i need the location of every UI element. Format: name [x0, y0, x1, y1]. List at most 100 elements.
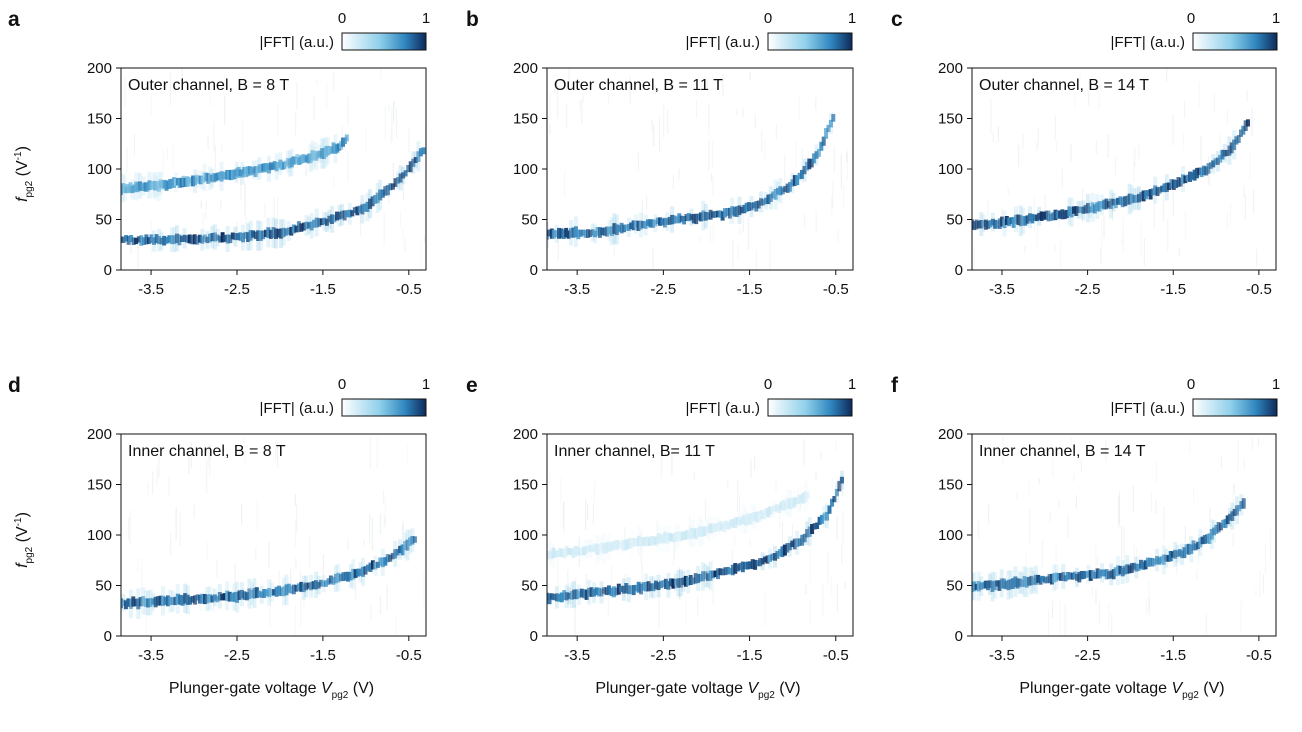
- noise-streak: [1081, 188, 1084, 223]
- noise-streak: [402, 229, 404, 246]
- ridge-cell: [1058, 210, 1063, 219]
- noise-streak: [1096, 557, 1099, 566]
- ridge-cell: [1150, 188, 1155, 196]
- ridge-cell: [628, 538, 633, 549]
- ridge-cell: [1221, 519, 1226, 528]
- ridge-cell: [795, 538, 800, 547]
- noise-streak: [170, 533, 172, 555]
- ridge-cell: [604, 542, 609, 554]
- ridge-cell: [1153, 185, 1158, 195]
- ridge-halo: [416, 141, 421, 172]
- x-axis-main: Plunger-gate voltage: [169, 680, 321, 697]
- noise-streak: [840, 154, 842, 189]
- ridge-cell: [416, 151, 421, 162]
- x-axis-unit: (V): [348, 680, 374, 697]
- noise-streak: [1112, 198, 1114, 221]
- ridge-halo: [321, 575, 326, 593]
- ridge-halo: [609, 217, 614, 245]
- ridge-cell: [282, 586, 286, 597]
- ridge-halo: [174, 225, 179, 252]
- ridge-cell: [587, 587, 592, 597]
- ridge-cell: [703, 211, 708, 221]
- noise-streak: [706, 77, 708, 90]
- x-tick-label: -2.5: [1075, 647, 1101, 664]
- ridge-cell: [981, 220, 986, 227]
- ridge-halo: [630, 529, 635, 556]
- ridge-cell: [972, 221, 977, 231]
- ridge-cell: [185, 235, 190, 243]
- ridge-cell: [1000, 216, 1005, 227]
- ridge: [972, 494, 1246, 602]
- ridge-halo: [259, 585, 264, 604]
- ridge-halo: [1134, 556, 1139, 579]
- noise-streak: [221, 143, 223, 153]
- noise-streak: [1148, 580, 1150, 616]
- noise-streak: [654, 84, 657, 95]
- ridge-halo: [750, 504, 755, 530]
- ridge-cell: [800, 169, 804, 179]
- ridge-cell: [1222, 149, 1227, 157]
- noise-streak: [1121, 525, 1123, 561]
- ridge-cell: [1234, 505, 1239, 516]
- ridge-halo: [1111, 192, 1116, 212]
- ridge-halo: [241, 224, 245, 251]
- ridge-cell: [626, 539, 630, 550]
- noise-streak: [206, 460, 208, 494]
- colorbar-max-label: 1: [848, 376, 856, 393]
- ridge-cell: [291, 584, 296, 595]
- ridge-cell: [1125, 564, 1130, 574]
- ridge-cell: [733, 517, 738, 529]
- ridge-halo: [266, 217, 271, 248]
- ridge-cell: [728, 568, 733, 575]
- ridge-cell: [1022, 576, 1027, 587]
- ridge-cell: [1040, 575, 1045, 582]
- ridge-cell: [1006, 579, 1011, 591]
- ridge-cell: [667, 216, 672, 225]
- noise-streak: [1184, 101, 1186, 119]
- noise-streak: [549, 472, 551, 484]
- ridge-cell: [585, 229, 590, 238]
- ridge-cell: [1116, 197, 1121, 205]
- ridge-halo: [207, 586, 212, 611]
- ridge-cell: [281, 227, 286, 238]
- noise-streak: [1051, 600, 1054, 619]
- ridge-halo: [151, 592, 156, 611]
- ridge-cell: [655, 217, 660, 225]
- colorbar-gradient: [767, 398, 853, 417]
- ridge-cell: [616, 583, 621, 595]
- panel-letter: f: [891, 374, 899, 397]
- noise-streak: [742, 210, 744, 233]
- ridge-cell: [772, 505, 777, 512]
- colorbar: |FFT| (a.u.)0 1: [686, 10, 857, 51]
- noise-streak: [156, 465, 158, 486]
- noise-streak: [1052, 447, 1054, 478]
- ridge-halo: [281, 219, 286, 246]
- ridge-halo: [1018, 205, 1023, 237]
- ridge-cell: [569, 548, 574, 556]
- ridge-halo: [612, 213, 617, 244]
- ridge-cell: [400, 544, 405, 556]
- ridge-cell: [773, 189, 778, 200]
- ridge-cell: [683, 575, 688, 587]
- ridge-cell: [363, 566, 368, 575]
- ridge-cell: [630, 538, 635, 548]
- ridge-halo: [182, 228, 187, 249]
- x-tick-label: -1.5: [310, 281, 336, 298]
- y-tick-label: 150: [87, 111, 112, 128]
- ridge-halo: [803, 481, 808, 512]
- noise-streak: [1253, 190, 1255, 214]
- ridge-cell: [805, 492, 810, 499]
- ridge-halo: [398, 165, 403, 191]
- noise-streak: [764, 591, 766, 627]
- ridge-cell: [222, 593, 227, 601]
- x-tick-label: -0.5: [823, 281, 849, 298]
- ridge-cell: [825, 511, 829, 521]
- ridge-cell: [730, 206, 735, 216]
- ridge-cell: [670, 214, 675, 225]
- y-tick-label: 150: [513, 477, 538, 494]
- ridge-cell: [1218, 523, 1223, 531]
- heatmap: [972, 436, 1272, 636]
- ridge-halo: [1013, 566, 1018, 597]
- ridge-cell: [261, 230, 266, 240]
- ridge-halo: [706, 566, 711, 588]
